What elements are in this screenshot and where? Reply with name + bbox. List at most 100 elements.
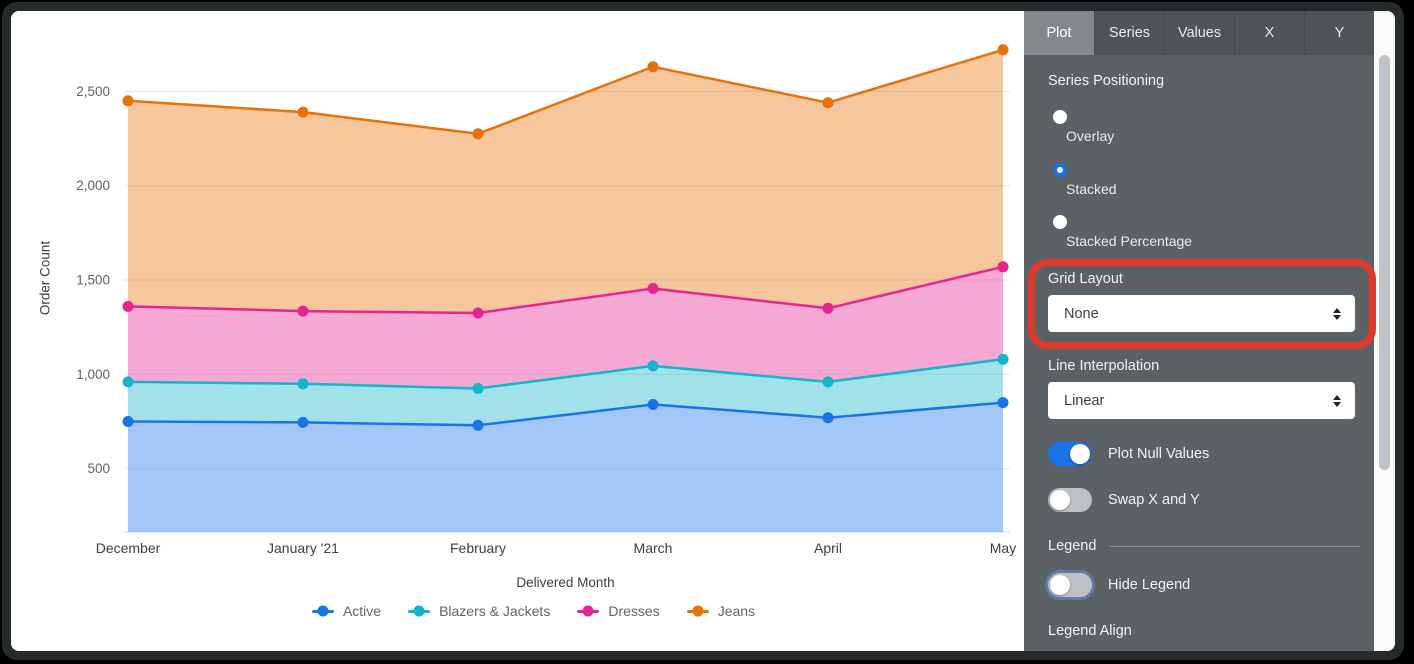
updown-arrow-icon [1333,394,1341,407]
y-tick-label: 2,500 [76,84,110,99]
data-point-blazers-jackets [647,360,659,372]
radio-option-overlay[interactable]: Overlay [1053,110,1114,144]
line-interpolation-label: Line Interpolation [1048,358,1160,374]
tab-y[interactable]: Y [1304,11,1374,55]
area-band-jeans [128,49,1003,314]
tab-plot[interactable]: Plot [1024,11,1094,55]
data-point-jeans [472,128,484,140]
data-point-active [472,419,484,431]
line-interpolation-value: Linear [1064,392,1105,409]
hide-legend-row: Hide Legend [1048,573,1190,597]
data-point-blazers-jackets [822,376,834,388]
y-gridlines: 500 1,000 1,500 2,000 2,500 [76,84,1010,476]
tab-values[interactable]: Values [1164,11,1234,55]
visualization-editor: 500 1,000 1,500 2,000 2,500 December January '… [11,11,1395,651]
hide-legend-toggle[interactable] [1048,573,1092,597]
swap-x-y-label: Swap X and Y [1108,492,1200,508]
data-point-dresses [122,300,134,312]
stacked-area-chart[interactable]: 500 1,000 1,500 2,000 2,500 December January '… [11,11,1024,651]
radio-selected-icon[interactable] [1053,163,1067,177]
y-axis-title: Order Count [37,240,53,316]
legend-item-label: Active [342,603,382,619]
data-point-active [297,416,309,428]
series-line-blazers-jackets [127,357,1004,390]
y-tick-label: 1,000 [76,367,110,382]
legend-marker-dot [582,605,594,617]
legend-item-label: Dresses [608,603,660,619]
y-tick-label: 2,000 [76,178,110,193]
x-tick-label: March [634,540,673,556]
data-point-blazers-jackets [997,353,1009,365]
data-point-jeans [647,61,659,73]
data-point-blazers-jackets [122,376,134,388]
y-tick-label: 1,500 [76,273,110,288]
section-divider [1110,545,1360,547]
series-line-active [127,401,1004,427]
radio-unselected-icon[interactable] [1053,215,1067,229]
data-point-active [997,397,1009,409]
panel-scrollbar-thumb[interactable] [1379,55,1390,470]
series-positioning-label: Series Positioning [1048,73,1165,89]
legend-section-header: Legend [1048,538,1360,554]
swap-x-y-toggle[interactable] [1048,488,1092,512]
legend-marker-icon [408,605,431,617]
area-band-active [128,402,1003,532]
legend-item-label: Jeans [717,603,756,619]
panel-tabbar: Plot Series Values X Y [1024,11,1374,55]
toggle-knob [1050,490,1070,510]
legend-marker-dot [692,605,704,617]
area-band-blazers-jackets [128,359,1003,426]
legend-marker-dot [413,605,425,617]
chart-area: 500 1,000 1,500 2,000 2,500 December January '… [11,11,1024,651]
plot-settings-panel: Plot Series Values X Y Series Positioning Ov… [1024,11,1395,651]
x-tick-label: February [450,540,506,556]
legend-item-label: Blazers & Jackets [439,603,551,619]
y-tick-label: 500 [87,461,110,476]
radio-unselected-icon[interactable] [1053,110,1067,124]
panel-scrollbar-track[interactable] [1374,11,1395,651]
legend-item-blazers-jackets[interactable]: Blazers & Jackets [408,603,550,619]
legend-item-dresses[interactable]: Dresses [577,603,660,619]
legend-section-label: Legend [1048,538,1097,554]
radio-option-label: Stacked Percentage [1066,233,1193,249]
radio-option-label: Stacked [1066,181,1117,197]
data-point-active [647,399,659,410]
legend-align-label: Legend Align [1048,623,1132,639]
chart-legend: Active Blazers & Jackets Dresses Jeans [27,603,1040,619]
line-interpolation-select[interactable]: Linear [1048,382,1355,419]
legend-marker-icon [577,605,600,617]
area-band-dresses [128,266,1003,389]
radio-option-stacked[interactable]: Stacked [1053,163,1117,197]
legend-item-active[interactable]: Active [311,603,382,619]
data-point-blazers-jackets [472,383,484,394]
data-point-jeans [297,106,309,118]
toggle-knob [1070,444,1090,464]
tab-x[interactable]: X [1234,11,1304,55]
series-line-jeans [127,48,1004,136]
data-point-active [122,416,134,427]
data-point-blazers-jackets [297,378,309,390]
data-point-jeans [997,44,1009,56]
data-point-dresses [472,307,484,319]
swap-x-y-row: Swap X and Y [1048,488,1200,512]
legend-item-jeans[interactable]: Jeans [686,603,756,619]
grid-layout-select[interactable]: None [1048,295,1355,332]
legend-marker-icon [686,605,709,617]
x-tick-label: May [990,540,1016,556]
radio-option-label: Overlay [1066,128,1115,144]
data-point-dresses [997,261,1009,273]
x-tick-label: December [96,540,161,556]
data-point-active [822,412,834,424]
x-tick-labels: December January '21 February March April May [96,540,1017,556]
tab-series[interactable]: Series [1094,11,1164,55]
updown-arrow-icon [1333,307,1341,320]
data-point-dresses [297,305,309,317]
hide-legend-label: Hide Legend [1108,577,1191,593]
plot-null-values-row: Plot Null Values [1048,442,1209,466]
radio-option-stacked-percentage[interactable]: Stacked Percentage [1053,215,1192,249]
x-tick-label: April [814,540,842,556]
data-point-jeans [822,97,834,109]
legend-marker-icon [311,605,334,617]
plot-null-values-toggle[interactable] [1048,442,1092,466]
